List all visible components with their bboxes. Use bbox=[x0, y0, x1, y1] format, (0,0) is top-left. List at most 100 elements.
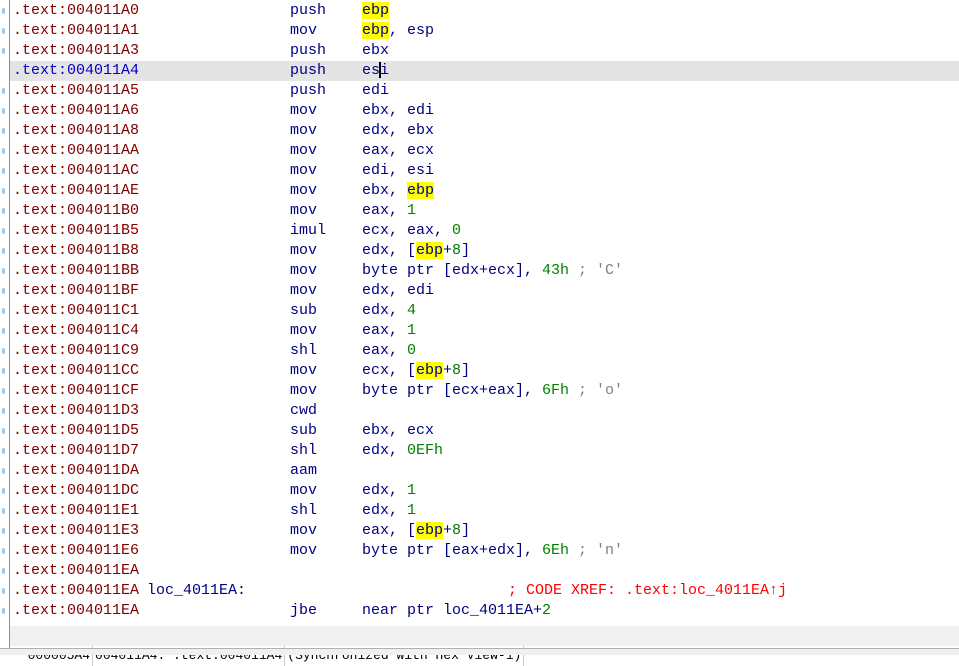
breakpoint-marker[interactable] bbox=[2, 268, 5, 274]
mnemonic[interactable]: jbe bbox=[290, 602, 318, 619]
mnemonic[interactable]: mov bbox=[290, 522, 318, 539]
breakpoint-marker[interactable] bbox=[2, 528, 5, 534]
mnemonic[interactable]: mov bbox=[290, 142, 318, 159]
mnemonic[interactable]: mov bbox=[290, 102, 318, 119]
immediate-value[interactable]: 1 bbox=[407, 482, 417, 499]
breakpoint-marker[interactable] bbox=[2, 468, 5, 474]
operands[interactable]: edx, [ebp+8] bbox=[362, 241, 470, 261]
breakpoint-marker[interactable] bbox=[2, 368, 5, 374]
address[interactable]: .text:004011B8 bbox=[13, 242, 140, 259]
highlighted-register[interactable]: ebp bbox=[416, 362, 444, 379]
disasm-line[interactable]: .text:004011E3 mov eax, [ebp+8] bbox=[10, 521, 959, 541]
operands[interactable]: edi, esi bbox=[362, 161, 434, 181]
operand-text[interactable]: edx, bbox=[362, 482, 408, 499]
operand-text[interactable]: ] bbox=[461, 362, 471, 379]
mnemonic[interactable]: push bbox=[290, 2, 327, 19]
address[interactable]: .text:004011A6 bbox=[13, 102, 140, 119]
breakpoint-marker[interactable] bbox=[2, 8, 5, 14]
address[interactable]: .text:004011AA bbox=[13, 142, 140, 159]
operands[interactable]: edi bbox=[362, 81, 389, 101]
immediate-value[interactable]: 0 bbox=[452, 222, 462, 239]
operand-text[interactable]: es bbox=[362, 62, 381, 79]
breakpoint-marker[interactable] bbox=[2, 48, 5, 54]
disasm-line[interactable]: .text:004011D3 cwd bbox=[10, 401, 959, 421]
disasm-line[interactable]: .text:004011EA jbe near ptr loc_4011EA+2 bbox=[10, 601, 959, 621]
immediate-value[interactable]: 0 bbox=[407, 342, 417, 359]
operands[interactable]: eax, 1 bbox=[362, 201, 416, 221]
operands[interactable]: edx, 0EFh bbox=[362, 441, 443, 461]
operand-text[interactable]: edi, esi bbox=[362, 162, 435, 179]
breakpoint-marker[interactable] bbox=[2, 508, 5, 514]
mnemonic[interactable]: sub bbox=[290, 302, 318, 319]
operand-text[interactable]: edi bbox=[362, 82, 390, 99]
disasm-line[interactable]: .text:004011A0 push ebp bbox=[10, 1, 959, 21]
operand-text[interactable]: ebx bbox=[362, 42, 390, 59]
immediate-value[interactable]: 8 bbox=[452, 242, 462, 259]
mnemonic[interactable]: push bbox=[290, 82, 327, 99]
operands[interactable]: byte ptr [eax+edx], 6Eh ; 'n' bbox=[362, 541, 623, 561]
disasm-line[interactable]: .text:004011C4 mov eax, 1 bbox=[10, 321, 959, 341]
operand-text[interactable]: ] bbox=[461, 522, 471, 539]
disasm-line[interactable]: .text:004011EA loc_4011EA: ; CODE XREF: .t… bbox=[10, 581, 959, 601]
breakpoint-marker[interactable] bbox=[2, 228, 5, 234]
breakpoint-marker[interactable] bbox=[2, 568, 5, 574]
operand-text[interactable]: eax, [ bbox=[362, 522, 417, 539]
disasm-line[interactable]: .text:004011AE mov ebx, ebp bbox=[10, 181, 959, 201]
mnemonic[interactable]: aam bbox=[290, 462, 318, 479]
breakpoint-marker[interactable] bbox=[2, 608, 5, 614]
operands[interactable]: ebx, ebp bbox=[362, 181, 435, 201]
mnemonic[interactable]: mov bbox=[290, 542, 318, 559]
address[interactable]: .text:004011BB bbox=[13, 262, 140, 279]
highlighted-register[interactable]: ebp bbox=[416, 242, 444, 259]
address[interactable]: .text:004011A8 bbox=[13, 122, 140, 139]
breakpoint-marker[interactable] bbox=[2, 308, 5, 314]
address[interactable]: .text:004011E3 bbox=[13, 522, 140, 539]
address[interactable]: .text:004011C1 bbox=[13, 302, 140, 319]
address[interactable]: .text:004011D5 bbox=[13, 422, 140, 439]
mnemonic[interactable]: mov bbox=[290, 202, 318, 219]
breakpoint-marker[interactable] bbox=[2, 108, 5, 114]
breakpoint-marker[interactable] bbox=[2, 188, 5, 194]
operand-text[interactable]: byte ptr [eax+edx], bbox=[362, 542, 543, 559]
mnemonic[interactable]: shl bbox=[290, 442, 318, 459]
breakpoint-marker[interactable] bbox=[2, 388, 5, 394]
disasm-line[interactable]: .text:004011BB mov byte ptr [edx+ecx], 43h… bbox=[10, 261, 959, 281]
mnemonic[interactable]: push bbox=[290, 42, 327, 59]
disasm-line[interactable]: .text:004011C9 shl eax, 0 bbox=[10, 341, 959, 361]
operand-text[interactable]: ecx, eax, bbox=[362, 222, 453, 239]
breakpoint-marker[interactable] bbox=[2, 168, 5, 174]
operands[interactable]: eax, 0 bbox=[362, 341, 416, 361]
address[interactable]: .text:004011BF bbox=[13, 282, 140, 299]
operands[interactable]: eax, ecx bbox=[362, 141, 434, 161]
disasm-line[interactable]: .text:004011D5 sub ebx, ecx bbox=[10, 421, 959, 441]
operand-text[interactable]: edx, bbox=[362, 302, 408, 319]
operands[interactable]: edx, edi bbox=[362, 281, 434, 301]
mnemonic[interactable]: mov bbox=[290, 262, 318, 279]
address[interactable]: .text:004011A1 bbox=[13, 22, 140, 39]
mnemonic[interactable]: shl bbox=[290, 342, 318, 359]
address[interactable]: .text:004011D7 bbox=[13, 442, 140, 459]
operand-text[interactable]: edx, [ bbox=[362, 242, 417, 259]
address[interactable]: .text:004011AE bbox=[13, 182, 140, 199]
address[interactable]: .text:004011E6 bbox=[13, 542, 140, 559]
highlighted-register[interactable]: ebp bbox=[362, 2, 390, 19]
address[interactable]: .text:004011A0 bbox=[13, 2, 140, 19]
current-line[interactable]: .text:004011A4 push esi bbox=[10, 61, 959, 81]
address[interactable]: .text:004011CF bbox=[13, 382, 140, 399]
mnemonic[interactable]: mov bbox=[290, 122, 318, 139]
operand-text[interactable]: ebx, ecx bbox=[362, 422, 435, 439]
highlighted-register[interactable]: ebp bbox=[407, 182, 435, 199]
operand-text[interactable]: eax, bbox=[362, 322, 408, 339]
highlighted-register[interactable]: ebp bbox=[416, 522, 444, 539]
disasm-line[interactable]: .text:004011DA aam bbox=[10, 461, 959, 481]
address[interactable]: .text:004011DC bbox=[13, 482, 140, 499]
operand-text[interactable]: edx, ebx bbox=[362, 122, 435, 139]
address[interactable]: .text:004011EA bbox=[13, 602, 140, 619]
operands[interactable]: near ptr loc_4011EA+2 bbox=[362, 601, 551, 621]
breakpoint-marker[interactable] bbox=[2, 348, 5, 354]
immediate-value[interactable]: 6Eh bbox=[542, 542, 570, 559]
operands[interactable]: esi bbox=[362, 61, 389, 81]
mnemonic[interactable]: push bbox=[290, 62, 327, 79]
operands[interactable]: ebp bbox=[362, 1, 390, 21]
mnemonic[interactable]: mov bbox=[290, 382, 318, 399]
